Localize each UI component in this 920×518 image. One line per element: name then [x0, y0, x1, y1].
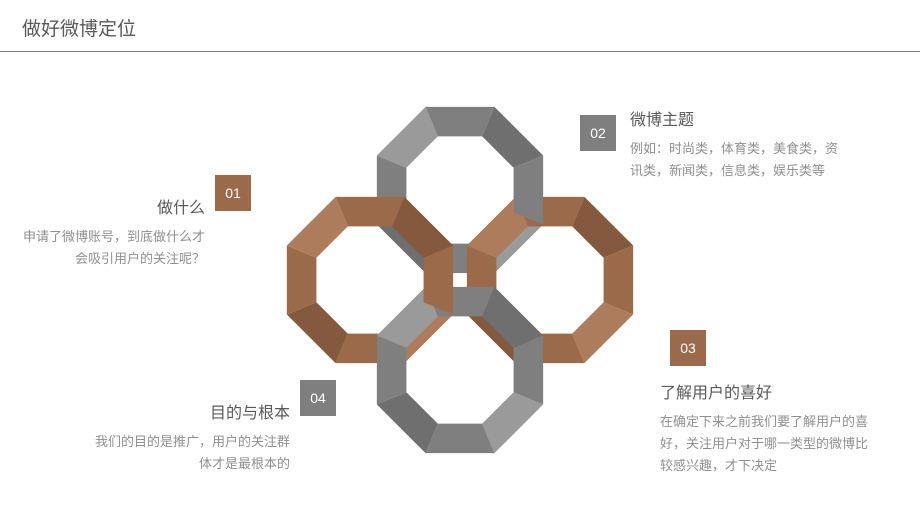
item-04-body: 我们的目的是推广，用户的关注群体才是最根本的: [95, 431, 290, 475]
item-03-body: 在确定下来之前我们要了解用户的喜好，关注用户对于哪一类型的微博比较感兴趣，才下决…: [660, 411, 870, 477]
item-02-heading: 微博主题: [630, 107, 850, 134]
item-01-heading: 做什么: [20, 195, 205, 222]
item-01-text: 做什么 申请了微博账号，到底做什么才会吸引用户的关注呢？: [20, 195, 205, 270]
item-03-text: 了解用户的喜好 在确定下来之前我们要了解用户的喜好，关注用户对于哪一类型的微博比…: [660, 380, 870, 477]
item-01-body: 申请了微博账号，到底做什么才会吸引用户的关注呢？: [20, 226, 205, 270]
badge-04: 04: [300, 380, 336, 416]
badge-02: 02: [580, 115, 616, 151]
item-03-heading: 了解用户的喜好: [660, 380, 870, 407]
item-02-body: 例如：时尚类，体育类，美食类，资讯类，新闻类，信息类，娱乐类等: [630, 138, 850, 182]
item-04-text: 目的与根本 我们的目的是推广，用户的关注群体才是最根本的: [95, 400, 290, 475]
slide-title: 做好微博定位: [0, 0, 920, 52]
item-04-heading: 目的与根本: [95, 400, 290, 427]
badge-01: 01: [215, 175, 251, 211]
badge-03: 03: [670, 330, 706, 366]
item-02-text: 微博主题 例如：时尚类，体育类，美食类，资讯类，新闻类，信息类，娱乐类等: [630, 107, 850, 182]
